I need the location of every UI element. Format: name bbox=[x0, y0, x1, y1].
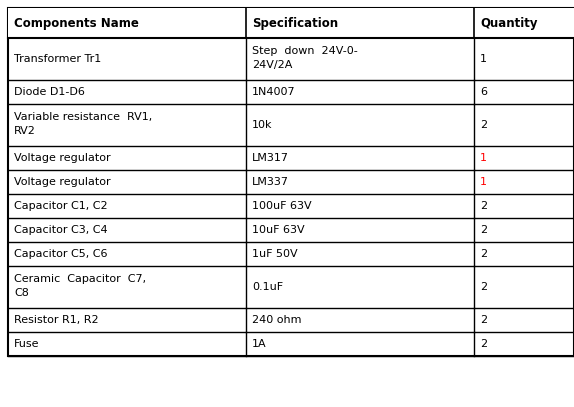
Text: Capacitor C1, C2: Capacitor C1, C2 bbox=[14, 201, 108, 211]
Text: Voltage regulator: Voltage regulator bbox=[14, 153, 111, 163]
Text: Ceramic  Capacitor  C7,
C8: Ceramic Capacitor C7, C8 bbox=[14, 274, 146, 298]
Text: 0.1uF: 0.1uF bbox=[252, 282, 283, 292]
Text: Components Name: Components Name bbox=[14, 17, 139, 29]
Text: 1N4007: 1N4007 bbox=[252, 87, 296, 97]
Text: 2: 2 bbox=[480, 339, 487, 349]
Text: Transformer Tr1: Transformer Tr1 bbox=[14, 54, 101, 64]
Text: Variable resistance  RV1,
RV2: Variable resistance RV1, RV2 bbox=[14, 112, 152, 136]
Text: Fuse: Fuse bbox=[14, 339, 40, 349]
Text: Capacitor C3, C4: Capacitor C3, C4 bbox=[14, 225, 108, 235]
Bar bbox=[8, 8, 574, 356]
Text: 2: 2 bbox=[480, 120, 487, 130]
Text: Diode D1-D6: Diode D1-D6 bbox=[14, 87, 85, 97]
Text: Capacitor C5, C6: Capacitor C5, C6 bbox=[14, 249, 107, 259]
Text: 1: 1 bbox=[480, 177, 487, 187]
Text: 240 ohm: 240 ohm bbox=[252, 315, 301, 325]
Text: 2: 2 bbox=[480, 201, 487, 211]
Text: Specification: Specification bbox=[252, 17, 338, 29]
Text: 2: 2 bbox=[480, 225, 487, 235]
Bar bbox=[8, 8, 574, 38]
Text: Step  down  24V-0-
24V/2A: Step down 24V-0- 24V/2A bbox=[252, 46, 358, 70]
Text: 10k: 10k bbox=[252, 120, 273, 130]
Text: 1: 1 bbox=[480, 153, 487, 163]
Text: 1A: 1A bbox=[252, 339, 267, 349]
Text: Resistor R1, R2: Resistor R1, R2 bbox=[14, 315, 99, 325]
Text: 2: 2 bbox=[480, 315, 487, 325]
Text: 1uF 50V: 1uF 50V bbox=[252, 249, 298, 259]
Text: 2: 2 bbox=[480, 282, 487, 292]
Text: 2: 2 bbox=[480, 249, 487, 259]
Text: 10uF 63V: 10uF 63V bbox=[252, 225, 305, 235]
Text: LM317: LM317 bbox=[252, 153, 289, 163]
Text: 100uF 63V: 100uF 63V bbox=[252, 201, 312, 211]
Text: LM337: LM337 bbox=[252, 177, 289, 187]
Text: Voltage regulator: Voltage regulator bbox=[14, 177, 111, 187]
Text: 6: 6 bbox=[480, 87, 487, 97]
Text: 1: 1 bbox=[480, 54, 487, 64]
Text: Quantity: Quantity bbox=[480, 17, 537, 29]
